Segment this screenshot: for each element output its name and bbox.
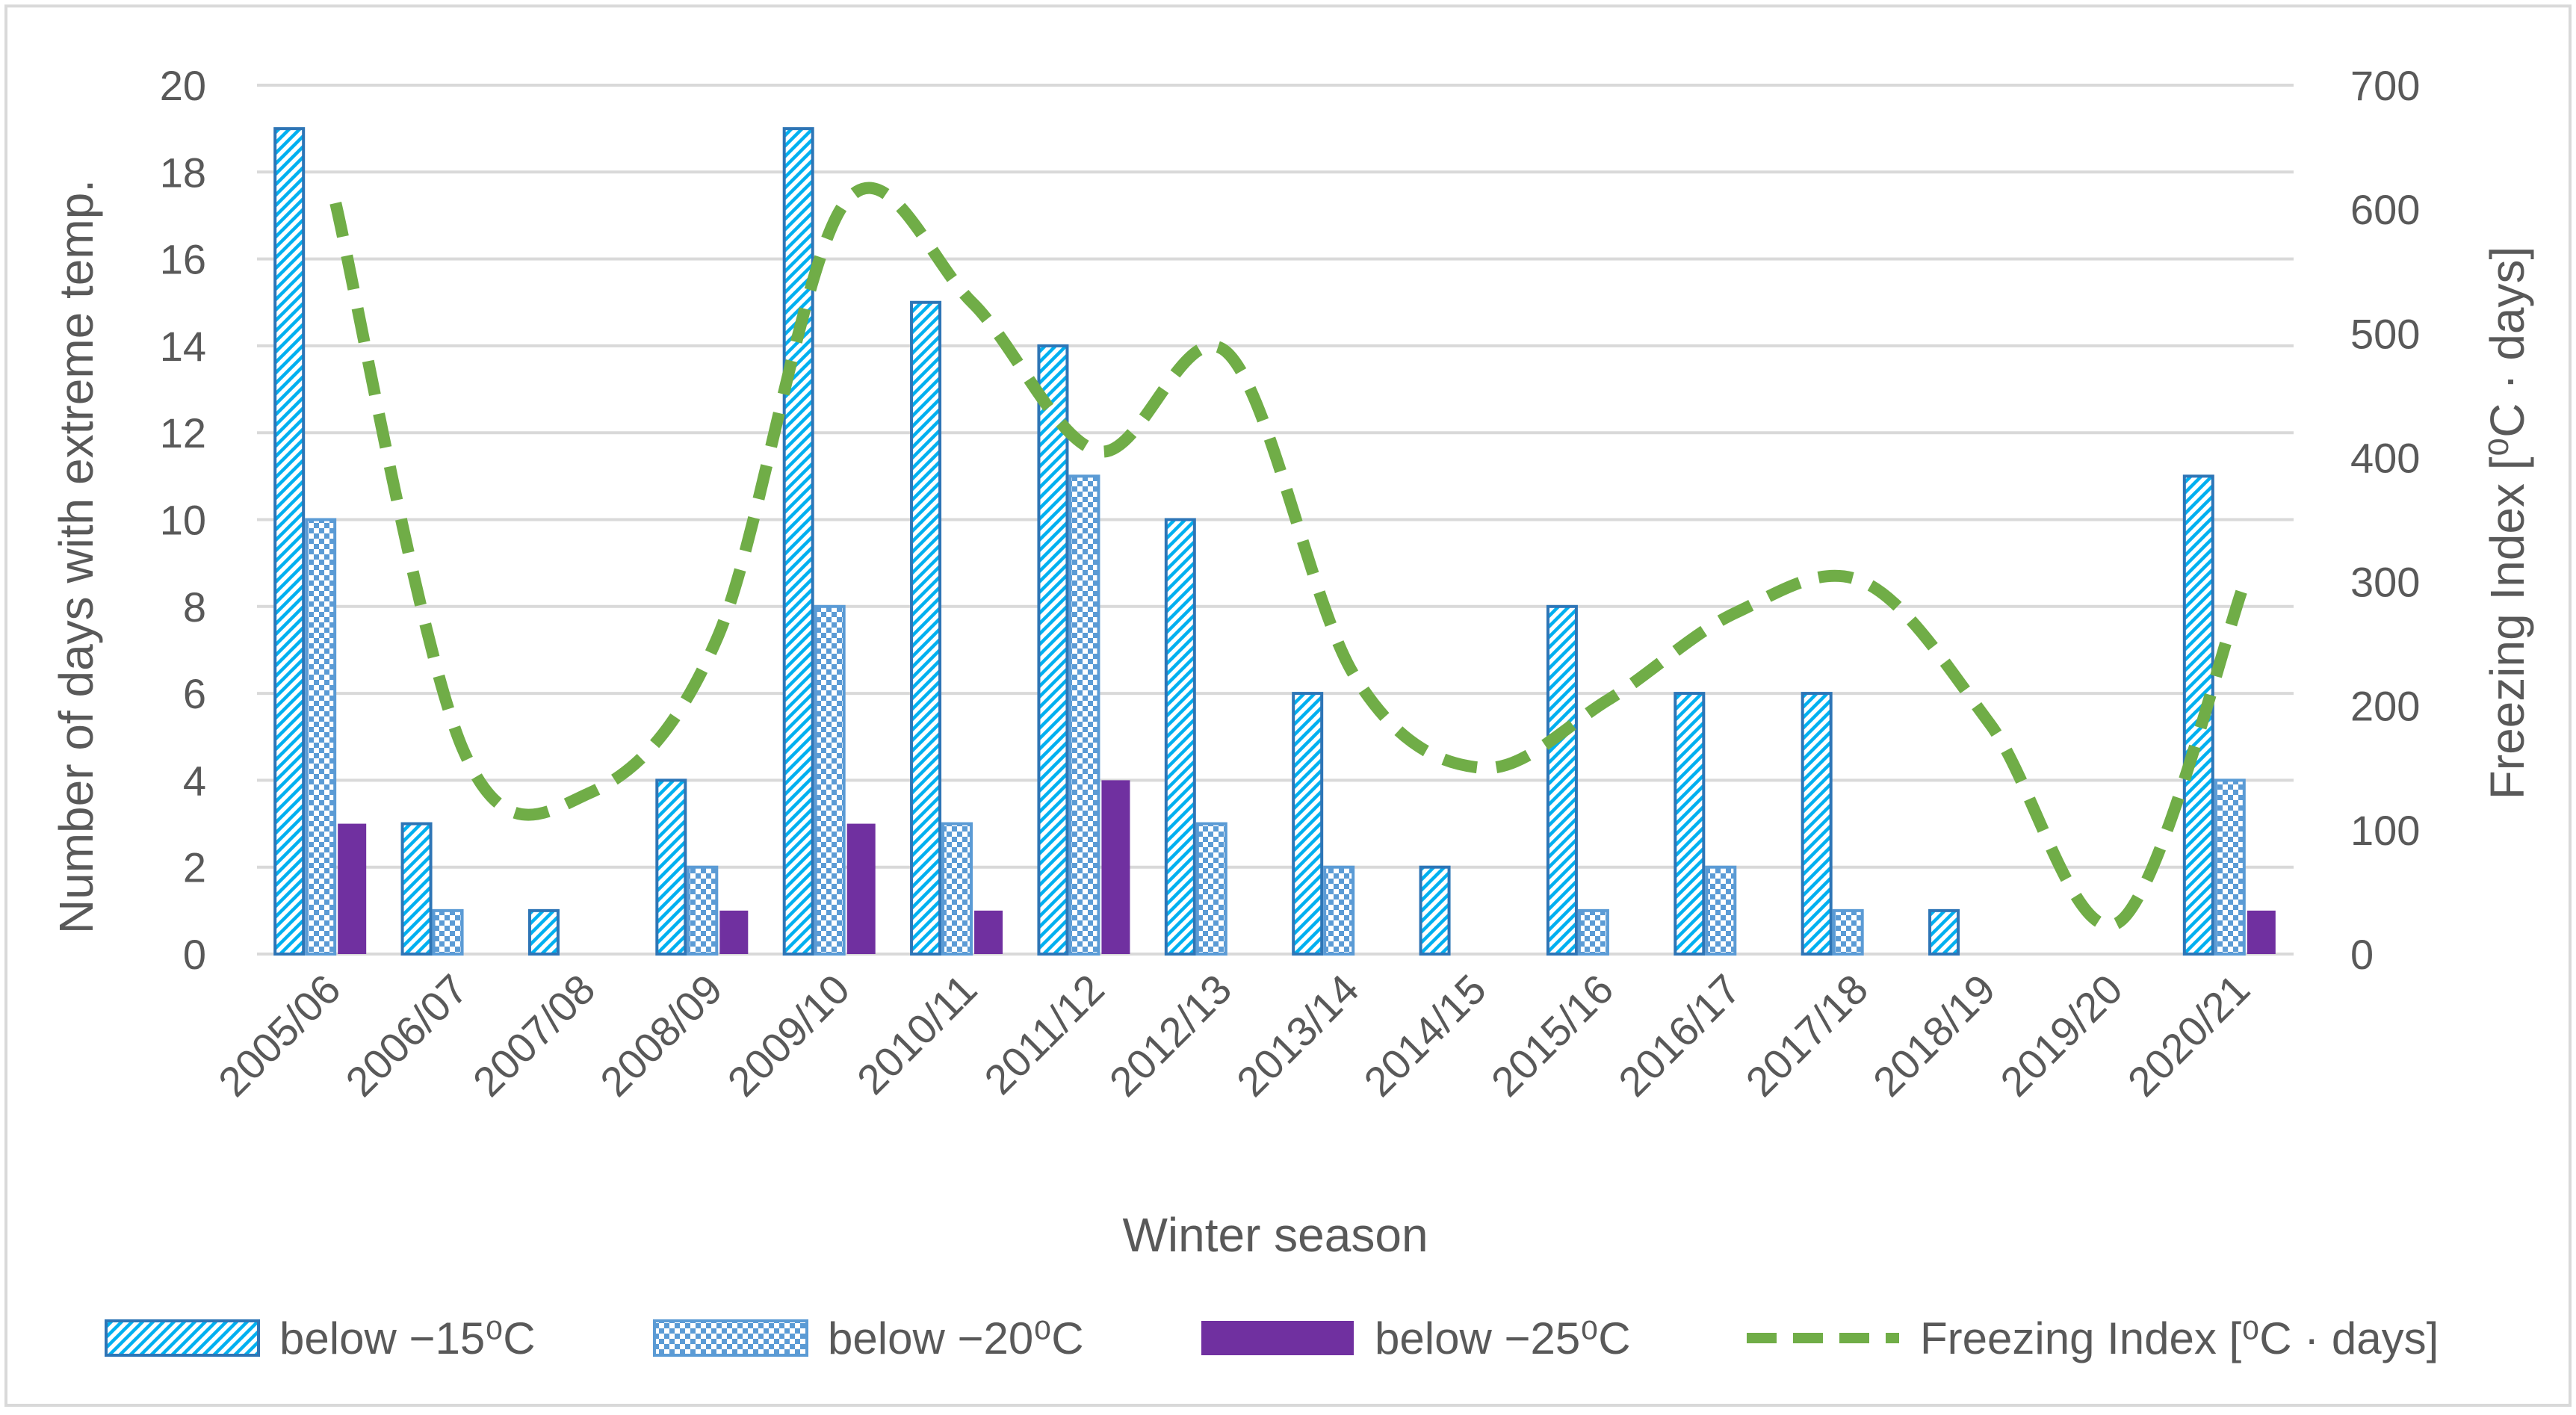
bar-below-25-c-2011-12[interactable] (1101, 780, 1130, 954)
legend: below −15⁰C below −20⁰C below −25⁰C Free… (105, 1313, 2439, 1363)
y2-tick-label: 700 (2350, 62, 2420, 109)
legend-label-freezing-index: Freezing Index [⁰C · days] (1920, 1313, 2439, 1363)
bar-below-15-c-2017-18[interactable] (1801, 692, 1833, 956)
freezing-index-point-2011-12[interactable] (1095, 447, 1103, 456)
bar-below-15-c-2016-17[interactable] (1674, 692, 1706, 956)
y-axis-title: Number of days with extreme temp. (49, 179, 103, 934)
freezing-index-point-2010-11[interactable] (967, 298, 976, 307)
freezing-index-point-2014-15[interactable] (1477, 764, 1486, 772)
freezing-index-point-2015-16[interactable] (1604, 695, 1613, 704)
freezing-index-point-2020-21[interactable] (2241, 578, 2250, 586)
legend-swatch-below-15 (105, 1319, 260, 1357)
freezing-index-point-2018-19[interactable] (1986, 720, 1995, 729)
y-tick-label: 8 (183, 583, 206, 631)
freezing-index-point-2007-08[interactable] (586, 788, 595, 797)
legend-item-below-15[interactable]: below −15⁰C (105, 1313, 536, 1363)
y-tick-label: 4 (183, 757, 206, 804)
bar-below-25-c-2005-06[interactable] (338, 823, 367, 954)
y-tick-label: 2 (183, 844, 206, 891)
y2-tick-label: 100 (2350, 807, 2420, 854)
bar-below-15-c-2018-19[interactable] (1928, 908, 1960, 956)
x-axis-title: Winter season (1122, 1208, 1428, 1262)
bar-below-20-c-2015-16[interactable] (1577, 908, 1609, 956)
y-tick-label: 6 (183, 670, 206, 717)
legend-label-below-25: below −25⁰C (1375, 1313, 1631, 1363)
bar-below-15-c-2008-09[interactable] (655, 778, 687, 956)
y-tick-label: 18 (160, 149, 206, 196)
bar-below-20-c-2011-12[interactable] (1068, 474, 1100, 956)
bar-below-20-c-2013-14[interactable] (1323, 865, 1355, 956)
bar-below-20-c-2010-11[interactable] (941, 822, 973, 956)
bar-below-15-c-2007-08[interactable] (527, 908, 560, 956)
bar-below-20-c-2008-09[interactable] (687, 865, 719, 956)
freezing-index-point-2005-06[interactable] (331, 199, 340, 208)
freezing-index-point-2019-20[interactable] (2113, 918, 2122, 927)
bar-below-15-c-2014-15[interactable] (1419, 865, 1451, 956)
y-tick-label: 0 (183, 931, 206, 978)
y-tick-label: 10 (160, 497, 206, 544)
freezing-index-point-2008-09[interactable] (713, 633, 722, 642)
freezing-index-line[interactable] (329, 182, 2251, 932)
line-series (329, 182, 2251, 932)
bar-below-15-c-2012-13[interactable] (1164, 518, 1196, 956)
y2-tick-label: 200 (2350, 683, 2420, 730)
freezing-index-point-2012-13[interactable] (1222, 347, 1231, 356)
bar-below-15-c-2013-14[interactable] (1292, 692, 1324, 956)
bar-below-15-c-2010-11[interactable] (910, 300, 942, 956)
y2-tick-label: 300 (2350, 559, 2420, 606)
chart-border (4, 4, 2572, 1407)
legend-label-below-15: below −15⁰C (279, 1313, 536, 1363)
bar-below-20-c-2020-21[interactable] (2214, 778, 2246, 956)
legend-label-below-20: below −20⁰C (828, 1313, 1084, 1363)
freezing-index-point-2016-17[interactable] (1731, 608, 1740, 617)
bar-below-20-c-2009-10[interactable] (814, 604, 846, 956)
legend-swatch-below-20 (653, 1319, 808, 1357)
bar-below-15-c-2006-07[interactable] (400, 822, 433, 956)
bar-below-15-c-2005-06[interactable] (273, 127, 306, 956)
bar-below-25-c-2008-09[interactable] (719, 910, 749, 954)
bar-below-20-c-2017-18[interactable] (1832, 908, 1864, 956)
y2-axis-title: Freezing Index [⁰C · days] (2480, 247, 2534, 800)
y-tick-label: 14 (160, 323, 206, 370)
bar-below-20-c-2006-07[interactable] (432, 908, 464, 956)
legend-item-freezing-index[interactable]: Freezing Index [⁰C · days] (1747, 1313, 2439, 1363)
y-tick-label: 16 (160, 236, 206, 283)
y2-tick-label: 600 (2350, 186, 2420, 233)
freezing-index-point-2006-07[interactable] (459, 745, 468, 754)
y-axis-left: 0 2 4 6 8 10 12 14 16 18 20 (160, 62, 206, 978)
bar-below-15-c-2015-16[interactable] (1546, 604, 1578, 956)
bar-below-25-c-2020-21[interactable] (2247, 910, 2276, 954)
legend-swatch-below-25 (1201, 1321, 1354, 1355)
y-tick-label: 12 (160, 409, 206, 456)
y-axis-right: 0 100 200 300 400 500 600 700 (2350, 62, 2420, 978)
bar-below-25-c-2009-10[interactable] (846, 823, 876, 954)
bar-series (273, 127, 2276, 956)
legend-item-below-25[interactable]: below −25⁰C (1201, 1313, 1631, 1363)
y2-tick-label: 0 (2350, 931, 2374, 978)
bar-below-20-c-2012-13[interactable] (1195, 822, 1227, 956)
freezing-index-point-2013-14[interactable] (1349, 670, 1358, 679)
freezing-index-point-2017-18[interactable] (1859, 578, 1868, 586)
y2-tick-label: 400 (2350, 434, 2420, 481)
legend-item-below-20[interactable]: below −20⁰C (653, 1313, 1084, 1363)
y2-tick-label: 500 (2350, 310, 2420, 357)
y-tick-label: 20 (160, 62, 206, 109)
bar-below-20-c-2005-06[interactable] (305, 518, 337, 956)
freezing-index-point-2009-10[interactable] (840, 199, 849, 208)
bar-below-15-c-2011-12[interactable] (1037, 344, 1069, 956)
bar-below-20-c-2016-17[interactable] (1705, 865, 1737, 956)
bar-below-15-c-2009-10[interactable] (782, 127, 814, 956)
bar-below-25-c-2010-11[interactable] (974, 910, 1003, 954)
